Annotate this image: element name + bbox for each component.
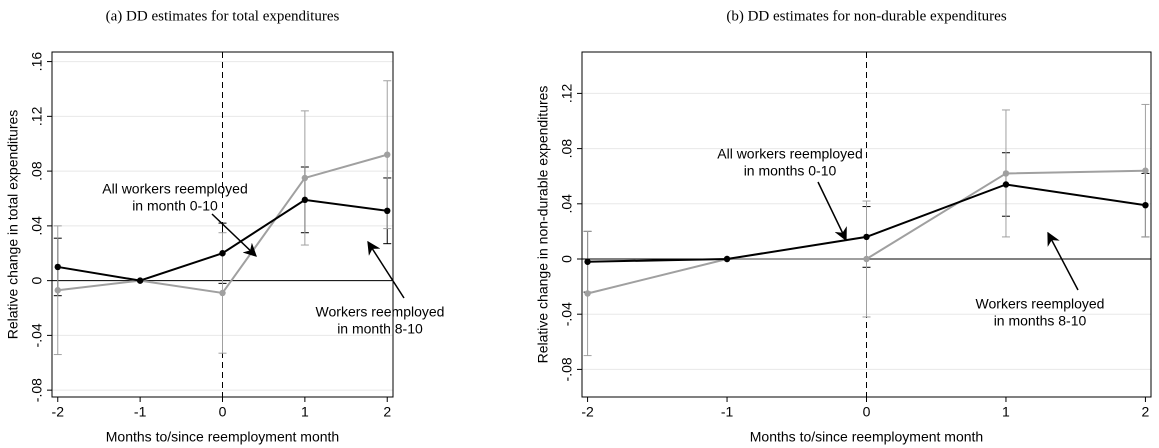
x-tick-label: 1 (1002, 404, 1010, 420)
series-annotation: All workers reemployed (102, 181, 248, 197)
point (1142, 201, 1149, 209)
x-tick-label: 1 (301, 404, 309, 420)
x-tick-label: -1 (134, 404, 147, 420)
point (301, 174, 309, 182)
point (1002, 170, 1010, 177)
point (1142, 167, 1149, 174)
point (863, 233, 870, 241)
y-tick-label: .08 (559, 139, 575, 159)
panel-title: (b) DD estimates for non-durable expendi… (726, 8, 1006, 24)
point (1002, 181, 1010, 188)
x-tick-label: 0 (863, 404, 871, 420)
point (384, 151, 391, 158)
y-tick-label: .12 (559, 83, 575, 103)
x-axis-label: Months to/since reemployment month (106, 429, 339, 445)
y-tick-label: -.04 (29, 323, 45, 347)
y-tick-label: 0 (29, 277, 45, 285)
series-annotation: in months 0-10 (744, 163, 837, 179)
point (863, 255, 870, 263)
y-tick-label: .12 (29, 106, 45, 126)
point (301, 196, 309, 204)
y-tick-label: .04 (559, 194, 575, 214)
y-tick-label: .16 (29, 52, 45, 72)
y-axis-label: Relative change in total expenditures (5, 110, 21, 340)
y-axis-label: Relative change in non-durable expenditu… (535, 86, 551, 364)
point (54, 263, 61, 271)
y-tick-label: -.08 (29, 378, 45, 402)
point (136, 277, 144, 284)
annotation-arrow (817, 181, 847, 242)
annotation-arrow (367, 240, 405, 299)
x-axis-label: Months to/since reemployment month (750, 429, 983, 445)
series-annotation: in month 8-10 (337, 321, 423, 337)
point (384, 207, 391, 215)
point (584, 258, 591, 265)
panel-title: (a) DD estimates for total expenditures (106, 8, 340, 24)
y-tick-label: .08 (29, 161, 45, 181)
series-annotation: All workers reemployed (717, 146, 863, 162)
point (584, 290, 591, 297)
y-tick-label: 0 (559, 255, 575, 263)
x-tick-label: 2 (383, 404, 391, 420)
series-annotation: Workers reemployed (316, 304, 445, 320)
series-annotation: in months 8-10 (994, 313, 1087, 329)
point (54, 287, 61, 294)
x-tick-label: -2 (52, 404, 65, 420)
y-tick-label: -.08 (559, 357, 575, 381)
series-annotation: Workers reemployed (976, 296, 1105, 312)
x-tick-label: 2 (1142, 404, 1150, 420)
point (219, 289, 226, 297)
series-annotation: in month 0-10 (132, 198, 218, 214)
point (723, 255, 731, 263)
annotation-arrow (1047, 231, 1079, 291)
point (219, 250, 226, 257)
x-tick-label: 0 (219, 404, 227, 420)
y-tick-label: .04 (29, 216, 45, 236)
y-tick-label: -.04 (559, 302, 575, 326)
x-tick-label: -2 (581, 404, 594, 420)
x-tick-label: -1 (721, 404, 734, 420)
annotation-arrow (211, 213, 257, 257)
